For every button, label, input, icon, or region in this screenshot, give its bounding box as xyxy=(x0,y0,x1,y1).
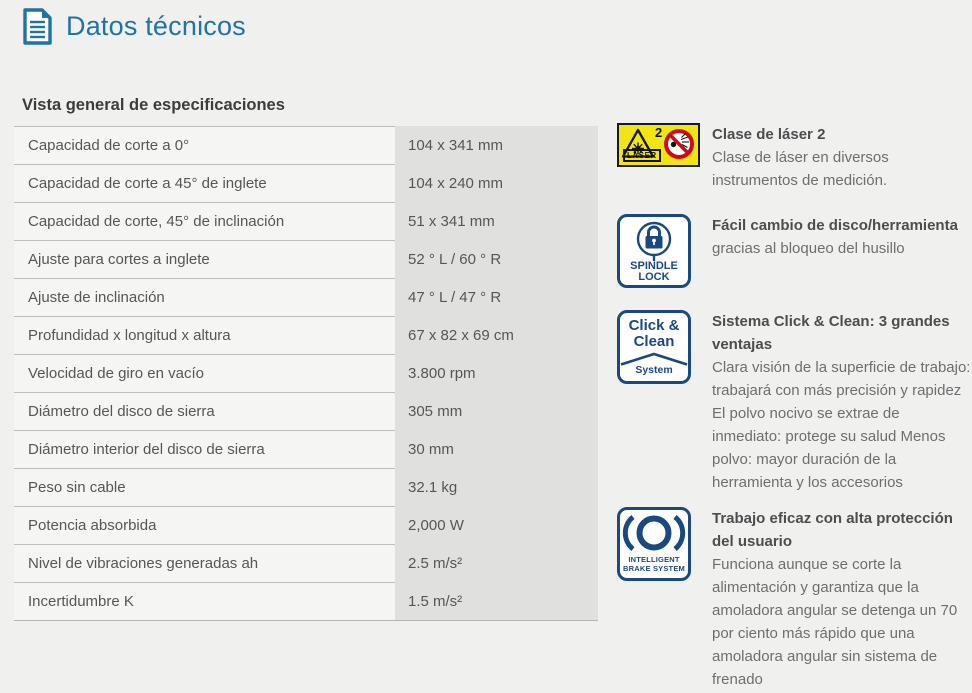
table-row: Incertidumbre K 1.5 m/s² xyxy=(14,582,598,620)
page-title: Datos técnicos xyxy=(66,11,246,41)
feature-laser-class: 2 LASER Clase de láser 2 Clase de láser … xyxy=(617,123,972,192)
spec-label: Diámetro del disco de sierra xyxy=(14,392,395,430)
laser-class-2-icon: 2 LASER xyxy=(617,123,700,167)
spec-value: 52 ° L / 60 ° R xyxy=(395,240,598,278)
laser-class-number: 2 xyxy=(655,125,663,140)
table-row: Ajuste para cortes a inglete 52 ° L / 60… xyxy=(14,240,598,278)
table-row: Capacidad de corte a 45° de inglete 104 … xyxy=(14,164,598,202)
intelligent-brake-text-line1: INTELLIGENT xyxy=(628,555,680,564)
spindle-lock-text-line1: SPINDLE xyxy=(630,260,678,272)
intelligent-brake-system-icon: INTELLIGENT BRAKE SYSTEM xyxy=(617,507,691,581)
page-header: Datos técnicos xyxy=(22,8,246,45)
spec-value: 104 x 240 mm xyxy=(395,164,598,202)
spec-table: Capacidad de corte a 0° 104 x 341 mm Cap… xyxy=(14,126,598,621)
spec-label: Capacidad de corte a 45° de inglete xyxy=(14,164,395,202)
spec-label: Capacidad de corte a 0° xyxy=(14,126,395,164)
spec-value: 2.5 m/s² xyxy=(395,544,598,582)
feature-description: Clara visión de la superficie de trabajo… xyxy=(712,359,971,491)
spec-value: 47 ° L / 47 ° R xyxy=(395,278,598,316)
spec-value: 32.1 kg xyxy=(395,468,598,506)
intelligent-brake-text-line2: BRAKE SYSTEM xyxy=(623,563,685,573)
feature-intelligent-brake: INTELLIGENT BRAKE SYSTEM Trabajo eficaz … xyxy=(617,507,972,691)
feature-description: Clase de láser en diversos instrumentos … xyxy=(712,149,889,189)
spec-value: 51 x 341 mm xyxy=(395,202,598,240)
table-row: Velocidad de giro en vacío 3.800 rpm xyxy=(14,354,598,392)
spec-label: Potencia absorbida xyxy=(14,506,395,544)
spec-label: Profundidad x longitud x altura xyxy=(14,316,395,354)
table-row: Nivel de vibraciones generadas ah 2.5 m/… xyxy=(14,544,598,582)
feature-spindle-lock: SPINDLE LOCK Fácil cambio de disco/herra… xyxy=(617,214,972,288)
spec-value: 104 x 341 mm xyxy=(395,126,598,164)
spec-label: Peso sin cable xyxy=(14,468,395,506)
laser-label: LASER xyxy=(623,149,661,162)
spindle-lock-text-line2: LOCK xyxy=(638,270,670,283)
spec-label: Velocidad de giro en vacío xyxy=(14,354,395,392)
section-heading: Vista general de especificaciones xyxy=(22,96,285,114)
spec-label: Incertidumbre K xyxy=(14,582,395,620)
click-and-clean-icon: Click & Clean System xyxy=(617,310,691,384)
feature-click-and-clean: Click & Clean System Sistema Click & Cle… xyxy=(617,310,972,494)
click-and-clean-text-line3: System xyxy=(635,364,673,376)
spec-label: Nivel de vibraciones generadas ah xyxy=(14,544,395,582)
table-row: Capacidad de corte a 0° 104 x 341 mm xyxy=(14,126,598,164)
table-row: Ajuste de inclinación 47 ° L / 47 ° R xyxy=(14,278,598,316)
table-row: Peso sin cable 32.1 kg xyxy=(14,468,598,506)
spec-value: 3.800 rpm xyxy=(395,354,598,392)
feature-title: Fácil cambio de disco/herramienta xyxy=(712,217,958,234)
spec-label: Capacidad de corte, 45° de inclinación xyxy=(14,202,395,240)
feature-title: Sistema Click & Clean: 3 grandes ventaja… xyxy=(712,313,950,353)
click-and-clean-text-line2: Clean xyxy=(633,333,675,350)
spec-value: 1.5 m/s² xyxy=(395,582,598,620)
feature-title: Clase de láser 2 xyxy=(712,126,826,143)
spec-value: 67 x 82 x 69 cm xyxy=(395,316,598,354)
table-row: Diámetro interior del disco de sierra 30… xyxy=(14,430,598,468)
spec-value: 30 mm xyxy=(395,430,598,468)
spec-value: 305 mm xyxy=(395,392,598,430)
spec-label: Diámetro interior del disco de sierra xyxy=(14,430,395,468)
table-row: Profundidad x longitud x altura 67 x 82 … xyxy=(14,316,598,354)
table-row: Diámetro del disco de sierra 305 mm xyxy=(14,392,598,430)
spindle-lock-icon: SPINDLE LOCK xyxy=(617,214,691,288)
table-row: Capacidad de corte, 45° de inclinación 5… xyxy=(14,202,598,240)
feature-title: Trabajo eficaz con alta protección del u… xyxy=(712,510,953,550)
click-and-clean-text-line1: Click & xyxy=(628,317,680,334)
document-icon xyxy=(23,8,52,45)
feature-description: Funciona aunque se corte la alimentación… xyxy=(712,556,958,688)
spec-label: Ajuste de inclinación xyxy=(14,278,395,316)
table-row: Potencia absorbida 2,000 W xyxy=(14,506,598,544)
spec-label: Ajuste para cortes a inglete xyxy=(14,240,395,278)
spec-value: 2,000 W xyxy=(395,506,598,544)
feature-description: gracias al bloqueo del husillo xyxy=(712,240,905,257)
